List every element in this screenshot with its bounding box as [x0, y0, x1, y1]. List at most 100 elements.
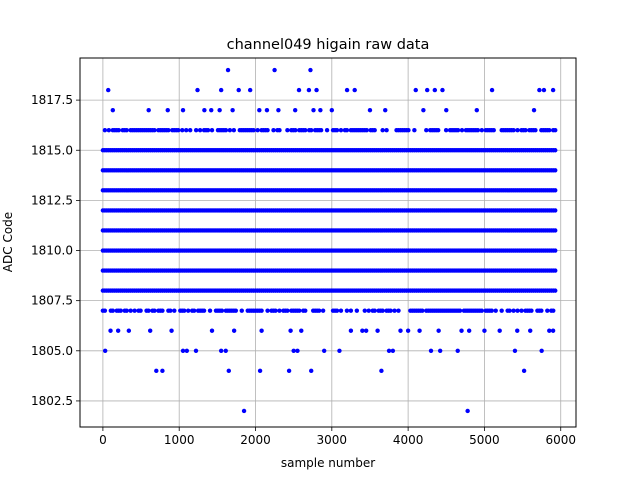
data-point	[348, 308, 354, 313]
data-point	[344, 87, 350, 93]
data-point	[184, 348, 190, 353]
y-tick-label: 1805.0	[31, 344, 73, 358]
data-point	[475, 127, 481, 133]
data-point	[405, 328, 411, 333]
data-point	[372, 127, 377, 133]
data-point	[201, 308, 207, 313]
data-point	[251, 127, 256, 133]
data-point	[428, 348, 434, 353]
data-point	[309, 368, 314, 374]
x-tick-label: 3000	[317, 433, 348, 447]
data-point	[531, 107, 537, 113]
data-point	[320, 308, 326, 313]
data-point	[551, 308, 556, 313]
data-point	[372, 308, 377, 313]
data-point	[553, 288, 558, 293]
data-point	[550, 87, 556, 93]
data-point	[384, 127, 389, 133]
data-point	[118, 308, 123, 313]
data-point	[390, 348, 396, 353]
data-point	[160, 368, 165, 374]
data-point	[515, 127, 520, 133]
data-point	[207, 308, 213, 313]
data-point	[116, 127, 121, 133]
data-point	[306, 87, 312, 93]
data-point	[182, 308, 187, 313]
data-point	[515, 328, 520, 333]
data-point	[193, 127, 199, 133]
data-point	[202, 107, 207, 113]
data-point	[519, 308, 524, 313]
data-point	[146, 107, 151, 113]
data-point	[259, 328, 264, 333]
data-point	[465, 408, 470, 414]
data-point	[553, 268, 558, 273]
y-tick-label: 1807.5	[31, 294, 73, 308]
plot-frame	[79, 57, 577, 428]
data-point	[311, 107, 316, 113]
data-point	[160, 308, 165, 313]
data-point	[236, 87, 241, 93]
data-point	[425, 87, 430, 93]
data-point	[209, 328, 215, 333]
data-point	[352, 87, 357, 93]
data-point	[154, 368, 159, 374]
data-point	[226, 368, 231, 374]
data-point	[379, 368, 384, 374]
data-point	[511, 127, 516, 133]
data-point	[398, 328, 403, 333]
data-point	[292, 107, 298, 113]
data-point	[152, 308, 157, 313]
data-point	[334, 127, 340, 133]
data-point	[296, 87, 302, 93]
data-points	[100, 67, 558, 414]
data-point	[363, 328, 369, 333]
data-point	[529, 308, 534, 313]
data-point	[474, 107, 479, 113]
data-point	[146, 308, 151, 313]
data-point	[184, 127, 189, 133]
data-point	[169, 328, 174, 333]
data-point	[424, 127, 429, 133]
data-point	[186, 308, 191, 313]
data-point	[303, 308, 308, 313]
data-point	[205, 127, 211, 133]
data-point	[321, 348, 327, 353]
data-point	[218, 348, 224, 353]
data-point	[293, 127, 298, 133]
data-point	[553, 248, 558, 253]
data-point	[106, 127, 112, 133]
data-point	[257, 368, 263, 374]
data-point	[511, 308, 516, 313]
data-point	[437, 348, 443, 353]
data-point	[233, 308, 239, 313]
data-point	[195, 87, 200, 93]
data-point	[515, 308, 520, 313]
data-point	[191, 308, 197, 313]
x-tick-label: 0	[99, 433, 107, 447]
data-point	[209, 107, 214, 113]
data-point	[388, 308, 393, 313]
data-point	[417, 328, 422, 333]
data-point	[285, 308, 290, 313]
data-point	[308, 67, 313, 73]
data-point	[265, 308, 270, 313]
data-point	[553, 208, 558, 213]
data-point	[227, 127, 233, 133]
data-point	[152, 127, 157, 133]
data-point	[392, 308, 397, 313]
data-point	[406, 127, 411, 133]
data-point	[303, 127, 308, 133]
data-point	[276, 107, 281, 113]
data-point	[168, 308, 173, 313]
data-point	[110, 308, 116, 313]
data-point	[299, 328, 304, 333]
data-point	[138, 308, 143, 313]
data-point	[172, 308, 177, 313]
data-point	[512, 348, 518, 353]
data-point	[273, 308, 278, 313]
x-axis-label: sample number	[281, 456, 375, 470]
data-point	[545, 308, 550, 313]
data-point	[366, 308, 371, 313]
